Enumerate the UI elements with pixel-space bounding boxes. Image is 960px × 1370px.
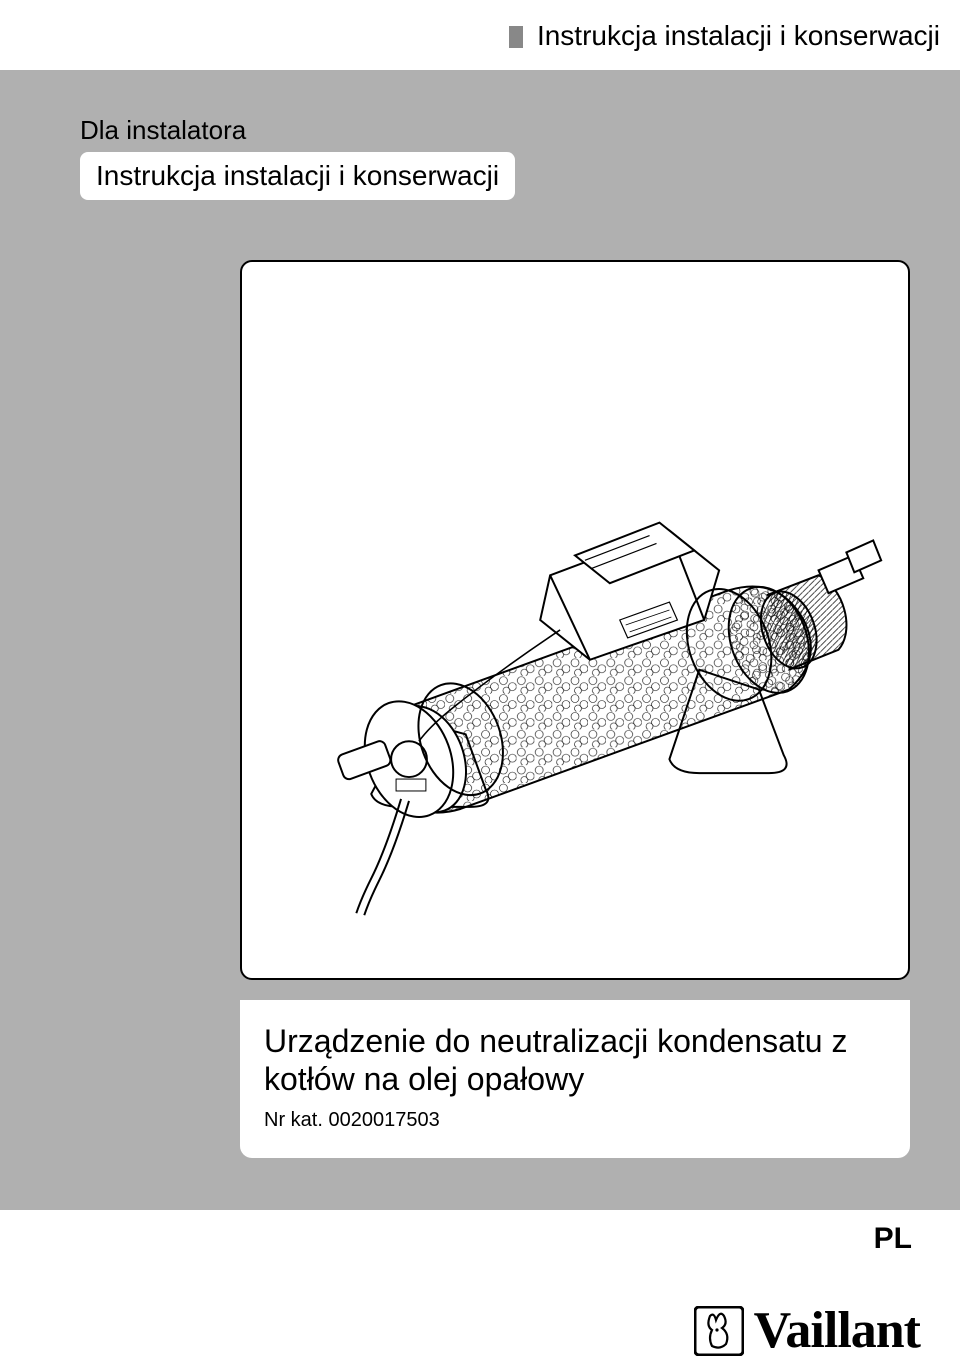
product-name: Urządzenie do neutralizacji kondensatu z…	[264, 1022, 886, 1099]
catalog-line: Nr kat. 0020017503	[264, 1109, 886, 1132]
catalog-number: 0020017503	[328, 1109, 439, 1131]
language-code: PL	[874, 1222, 912, 1256]
illustration-panel	[240, 260, 910, 980]
subtitle-box: Instrukcja instalacji i konserwacji	[80, 152, 515, 200]
brand-logo-icon	[694, 1306, 744, 1356]
brand-block: Vaillant	[694, 1301, 920, 1360]
audience-label: Dla instalatora	[80, 115, 246, 146]
brand-name: Vaillant	[754, 1301, 920, 1360]
product-info-box: Urządzenie do neutralizacji kondensatu z…	[240, 1000, 910, 1158]
doc-title-text: Instrukcja instalacji i konserwacji	[537, 20, 940, 51]
doc-title: Instrukcja instalacji i konserwacji	[0, 20, 940, 52]
device-illustration	[242, 262, 908, 978]
catalog-label: Nr kat.	[264, 1109, 323, 1131]
subtitle-text: Instrukcja instalacji i konserwacji	[96, 160, 499, 191]
book-icon	[509, 26, 523, 48]
